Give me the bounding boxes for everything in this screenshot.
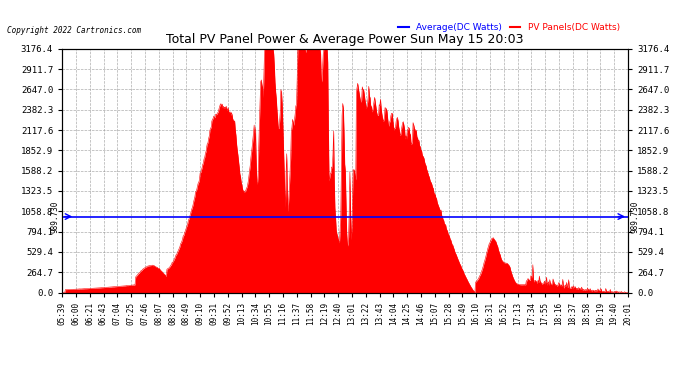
Text: 989.730: 989.730 bbox=[631, 200, 640, 233]
Text: 989.730: 989.730 bbox=[50, 200, 59, 233]
Title: Total PV Panel Power & Average Power Sun May 15 20:03: Total PV Panel Power & Average Power Sun… bbox=[166, 33, 524, 46]
Text: Copyright 2022 Cartronics.com: Copyright 2022 Cartronics.com bbox=[7, 26, 141, 35]
Legend: Average(DC Watts), PV Panels(DC Watts): Average(DC Watts), PV Panels(DC Watts) bbox=[395, 19, 623, 35]
